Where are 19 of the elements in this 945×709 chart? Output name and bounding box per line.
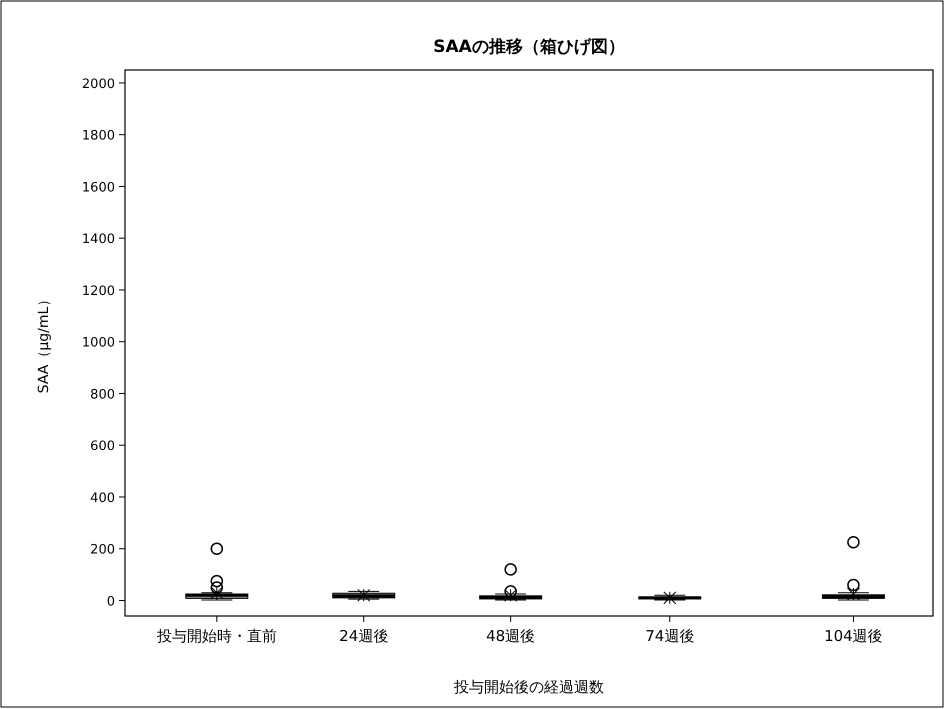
y-tick-label: 800 xyxy=(90,387,115,402)
x-tick-label: 74週後 xyxy=(645,627,694,645)
y-tick-label: 1000 xyxy=(82,336,115,351)
x-axis-title: 投与開始後の経過週数 xyxy=(453,678,604,696)
y-tick-label: 0 xyxy=(106,594,115,610)
x-tick-label: 104週後 xyxy=(824,627,883,645)
x-tick-label: 48週後 xyxy=(486,627,536,645)
y-tick-label: 1800 xyxy=(82,128,115,144)
y-tick-label: 1400 xyxy=(82,232,115,248)
y-tick-label: 2000 xyxy=(82,76,115,92)
x-tick-label: 投与開始時・直前 xyxy=(156,627,277,645)
y-tick-label: 200 xyxy=(90,542,115,558)
y-axis-title: SAA（μg/mL） xyxy=(36,292,52,394)
y-tick-label: 1200 xyxy=(82,284,115,299)
y-tick-label: 1600 xyxy=(82,180,115,196)
chart-title: SAAの推移（箱ひげ図） xyxy=(433,37,625,57)
y-tick-label: 600 xyxy=(90,439,115,454)
y-tick-label: 400 xyxy=(90,490,115,506)
x-tick-label: 24週後 xyxy=(339,627,388,645)
